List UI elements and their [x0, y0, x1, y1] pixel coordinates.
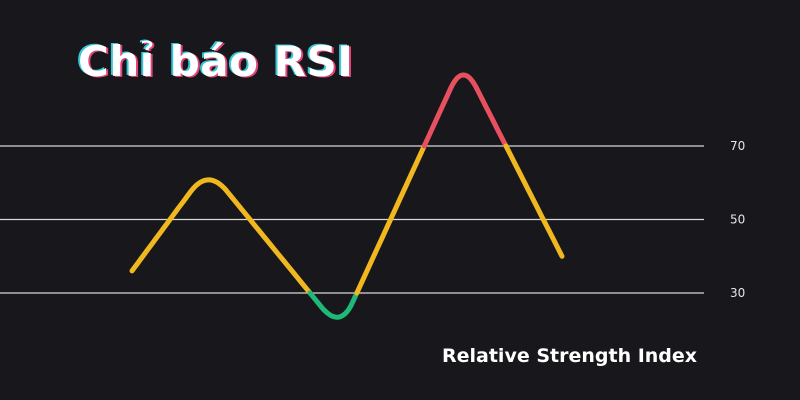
chart-subtitle: Relative Strength Index — [442, 345, 698, 367]
rsi-line-segment-0 — [129, 177, 313, 296]
level-lines — [0, 145, 704, 294]
tick-label-30: 30 — [730, 286, 745, 300]
tick-label-70: 70 — [730, 139, 745, 153]
level-tick-labels: 70 50 30 — [730, 139, 745, 300]
rsi-line — [129, 72, 565, 320]
chart-title: Chỉ báo RSI — [78, 37, 354, 86]
rsi-line-segment-3 — [421, 72, 509, 149]
rsi-line-segment-4 — [503, 143, 565, 259]
rsi-line-segment-2 — [354, 143, 427, 296]
rsi-line-segment-1 — [307, 290, 360, 320]
tick-label-50: 50 — [730, 213, 745, 227]
